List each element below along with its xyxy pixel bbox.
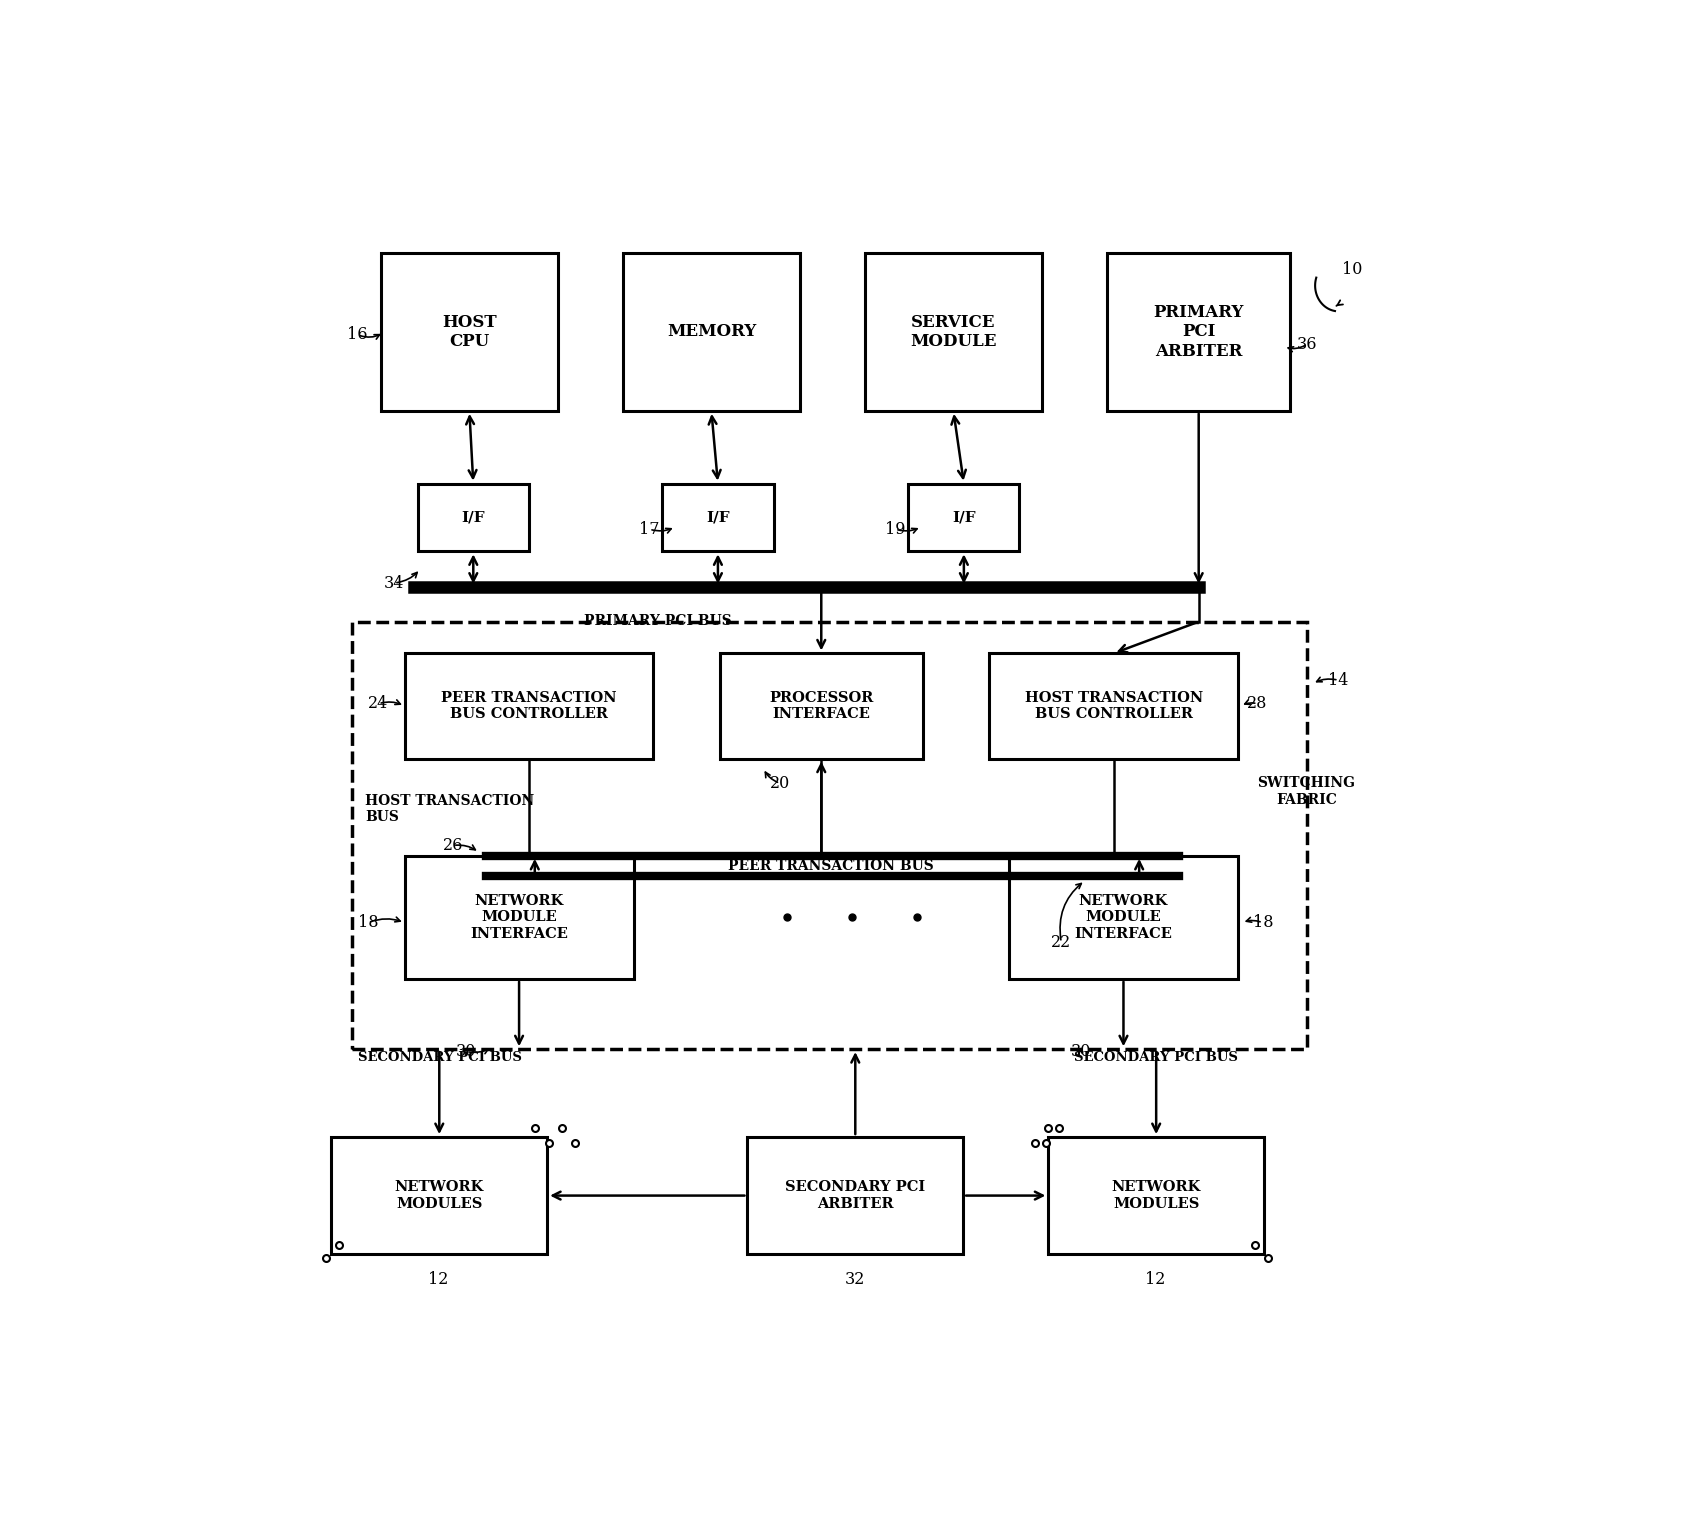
Text: 22: 22 [1052,934,1072,951]
Text: NETWORK
MODULE
INTERFACE: NETWORK MODULE INTERFACE [1075,894,1173,940]
Text: 10: 10 [1342,260,1362,278]
FancyBboxPatch shape [1009,856,1237,980]
Text: 34: 34 [383,575,405,592]
FancyBboxPatch shape [908,484,1020,552]
Text: NETWORK
MODULES: NETWORK MODULES [395,1180,484,1211]
Text: HOST TRANSACTION
BUS CONTROLLER: HOST TRANSACTION BUS CONTROLLER [1025,691,1204,721]
Text: 18: 18 [358,914,378,931]
Text: 18: 18 [1252,914,1273,931]
FancyBboxPatch shape [381,252,557,411]
Text: 32: 32 [844,1272,864,1288]
Text: PEER TRANSACTION
BUS CONTROLLER: PEER TRANSACTION BUS CONTROLLER [441,691,616,721]
Text: 12: 12 [429,1272,449,1288]
Text: I/F: I/F [461,511,484,525]
FancyBboxPatch shape [866,252,1041,411]
Text: I/F: I/F [706,511,729,525]
Text: SWITCHING
FABRIC: SWITCHING FABRIC [1258,776,1355,806]
FancyBboxPatch shape [989,654,1237,759]
FancyBboxPatch shape [1107,252,1290,411]
Text: PRIMARY PCI BUS: PRIMARY PCI BUS [584,613,731,628]
Text: NETWORK
MODULE
INTERFACE: NETWORK MODULE INTERFACE [471,894,569,940]
Text: 30: 30 [456,1043,476,1060]
Text: PRIMARY
PCI
ARBITER: PRIMARY PCI ARBITER [1153,304,1244,360]
Text: 30: 30 [1070,1043,1090,1060]
FancyBboxPatch shape [405,654,653,759]
Text: NETWORK
MODULES: NETWORK MODULES [1112,1180,1200,1211]
FancyBboxPatch shape [1048,1138,1264,1255]
Text: MEMORY: MEMORY [667,324,756,341]
Text: 26: 26 [442,837,463,853]
Text: SECONDARY PCI BUS: SECONDARY PCI BUS [1075,1051,1239,1063]
Text: 12: 12 [1146,1272,1166,1288]
Text: 19: 19 [885,520,905,538]
Text: HOST TRANSACTION
BUS: HOST TRANSACTION BUS [365,794,535,824]
FancyBboxPatch shape [331,1138,547,1255]
Text: PEER TRANSACTION BUS: PEER TRANSACTION BUS [728,859,933,873]
Text: 20: 20 [770,774,790,792]
Text: I/F: I/F [952,511,976,525]
FancyBboxPatch shape [405,856,633,980]
FancyBboxPatch shape [417,484,528,552]
Text: 16: 16 [348,327,368,344]
Text: PROCESSOR
INTERFACE: PROCESSOR INTERFACE [770,691,873,721]
FancyBboxPatch shape [719,654,923,759]
Text: 17: 17 [640,520,660,538]
Text: 36: 36 [1296,336,1318,353]
FancyBboxPatch shape [623,252,800,411]
Text: HOST
CPU: HOST CPU [442,313,496,350]
Text: 24: 24 [368,695,388,712]
FancyBboxPatch shape [662,484,773,552]
Text: 28: 28 [1247,695,1268,712]
Text: SERVICE
MODULE: SERVICE MODULE [910,313,996,350]
Text: SECONDARY PCI
ARBITER: SECONDARY PCI ARBITER [785,1180,925,1211]
FancyBboxPatch shape [748,1138,964,1255]
Text: SECONDARY PCI BUS: SECONDARY PCI BUS [358,1051,522,1063]
Text: 14: 14 [1328,672,1349,689]
